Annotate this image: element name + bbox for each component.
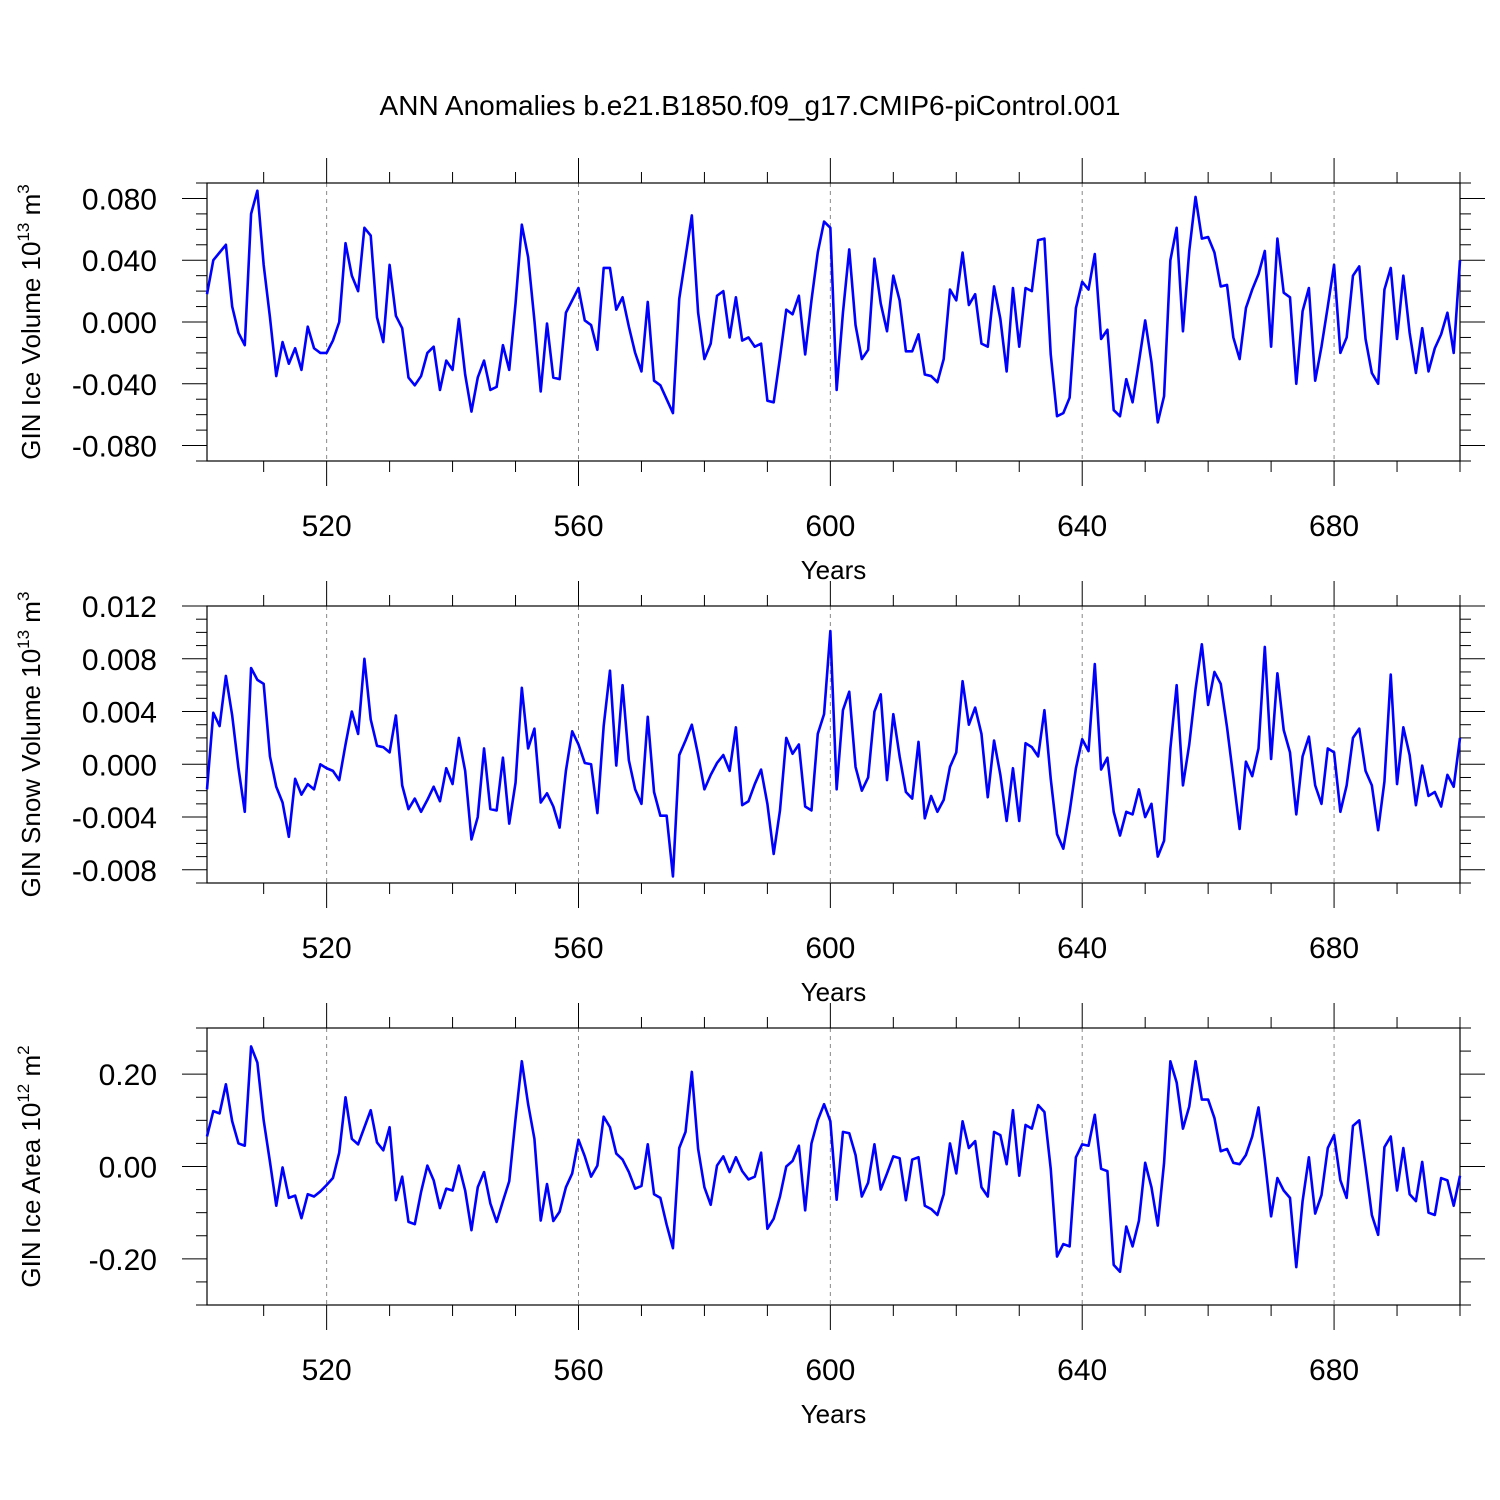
series-line [205,1045,1462,1274]
y-tick-label: 0.000 [82,749,157,782]
y-axis-label: GIN Ice Area 1012 m2 [14,1045,46,1287]
x-tick-label: 520 [302,1354,352,1387]
x-tick-label: 640 [1057,932,1107,965]
y-tick-label: -0.080 [72,431,157,464]
x-tick-label: 520 [302,510,352,543]
y-tick-label: 0.012 [82,591,157,624]
y-tick-label: -0.004 [72,802,157,835]
y-tick-label: 0.004 [82,697,157,730]
x-tick-label: 680 [1309,1354,1359,1387]
series-line [205,189,1462,424]
x-tick-label: 600 [805,932,855,965]
x-axis-label: Years [801,555,867,585]
x-axis-label: Years [801,1399,867,1429]
x-axis-label: Years [801,977,867,1007]
x-tick-label: 560 [553,510,603,543]
y-tick-label: -0.20 [89,1244,157,1277]
x-tick-label: 600 [805,1354,855,1387]
ice-volume-panel: 520 560 600 640 680 Years -0.080 -0.040 0.000 0.0… [14,158,1485,585]
y-axis-label: GIN Snow Volume 1013 m3 [14,592,46,898]
x-tick-label: 560 [553,932,603,965]
plot-frame [206,182,1461,462]
x-tick-label: 520 [302,932,352,965]
snow-volume-panel: 520 560 600 640 680 Years -0.008 -0.004 0.000 0.0… [14,581,1485,1007]
y-tick-label: 0.008 [82,644,157,677]
y-tick-label: 0.040 [82,245,157,278]
x-tick-label: 680 [1309,510,1359,543]
series-line [205,629,1462,878]
y-axis-label: GIN Ice Volume 1013 m3 [14,184,46,460]
plot-frame [206,1027,1461,1306]
y-tick-label: -0.040 [72,369,157,402]
ice-area-panel: 520 560 600 640 680 Years -0.20 0.00 0.20 GIN Ice… [14,1003,1485,1429]
y-tick-label: 0.00 [99,1152,157,1185]
y-tick-label: -0.008 [72,855,157,888]
x-tick-label: 640 [1057,510,1107,543]
y-tick-label: 0.20 [99,1059,157,1092]
y-tick-label: 0.000 [82,307,157,340]
x-tick-label: 560 [553,1354,603,1387]
y-tick-label: 0.080 [82,183,157,216]
x-tick-label: 680 [1309,932,1359,965]
x-tick-label: 640 [1057,1354,1107,1387]
figure-title: ANN Anomalies b.e21.B1850.f09_g17.CMIP6-… [379,90,1121,121]
x-tick-label: 600 [805,510,855,543]
